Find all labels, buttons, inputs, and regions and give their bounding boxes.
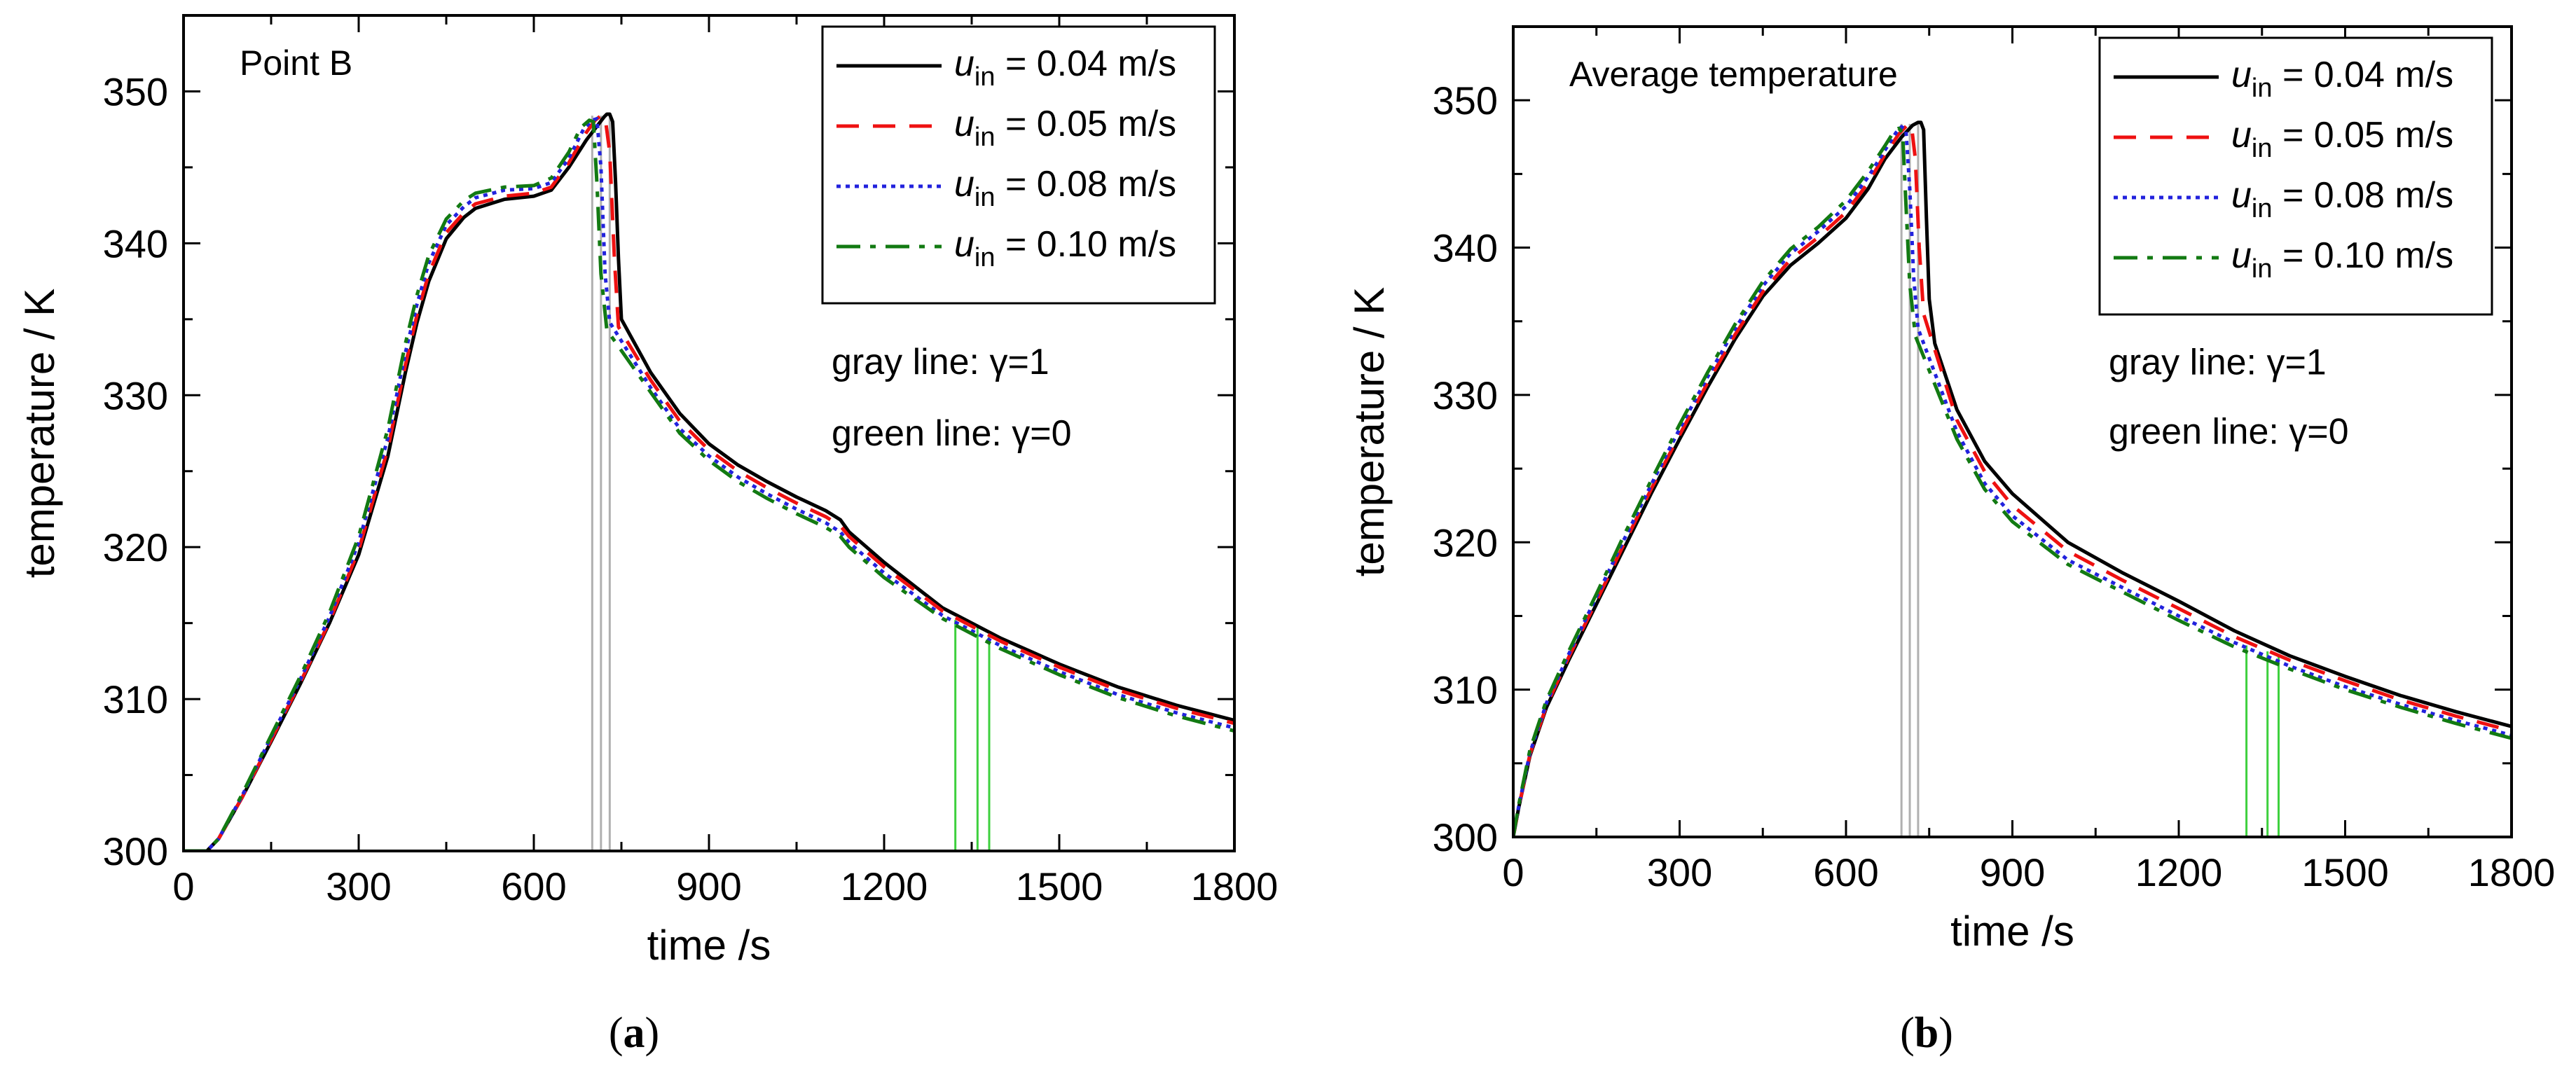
x-tick-label: 0 (172, 864, 194, 908)
plot-area (1513, 120, 2512, 837)
annotation-gray-line: gray line: γ=1 (2109, 342, 2327, 382)
y-tick-label: 340 (103, 221, 168, 265)
series-line-4 (184, 118, 1234, 851)
legend-entry-3: uin = 0.08 m/s (954, 164, 1176, 212)
legend-subscript: in (974, 243, 996, 272)
legend-var: u (2231, 115, 2252, 155)
legend-entry-1: uin = 0.04 m/s (2231, 55, 2453, 103)
y-tick-label: 300 (103, 829, 168, 873)
x-tick-label: 0 (1502, 850, 1524, 894)
y-tick-label: 350 (103, 69, 168, 113)
series-line-1 (1513, 120, 2512, 837)
legend-box (2098, 36, 2493, 316)
legend-subscript: in (974, 183, 996, 212)
series-line-2 (1513, 123, 2512, 837)
panel-caption: (a) (609, 1009, 659, 1057)
legend-text: = 0.10 m/s (2273, 235, 2454, 276)
legend-text: = 0.05 m/s (996, 104, 1177, 144)
chart-panel-b: 0 300 600 900 1200 1500 1800300310320330340350… (1346, 25, 2556, 1057)
legend-var: u (954, 224, 974, 265)
legend-var: u (954, 104, 974, 144)
x-tick-label: 1500 (1016, 864, 1103, 908)
annotation-green-line: green line: γ=0 (832, 413, 1072, 454)
y-tick-label: 330 (1433, 373, 1498, 417)
x-tick-label: 1200 (841, 864, 928, 908)
series-line-3 (1513, 125, 2512, 837)
x-tick-label: 600 (1813, 850, 1878, 894)
y-axis-label: temperature / K (16, 289, 63, 579)
legend-entry-4: uin = 0.10 m/s (954, 224, 1176, 272)
legend-subscript: in (2252, 74, 2273, 103)
x-tick-label: 900 (676, 864, 741, 908)
legend-text: = 0.05 m/s (2273, 115, 2454, 155)
legend-text: = 0.10 m/s (996, 224, 1177, 265)
panel-corner-label: Average temperature (1569, 55, 1898, 94)
y-axis-label: temperature / K (1346, 287, 1393, 577)
caption-letter: a (624, 1009, 645, 1057)
x-tick-label: 600 (501, 864, 566, 908)
y-tick-label: 350 (1433, 78, 1498, 123)
legend-subscript: in (2252, 134, 2273, 163)
series-line-3 (184, 117, 1234, 851)
legend-var: u (2231, 175, 2252, 216)
y-tick-label: 320 (1433, 520, 1498, 565)
legend-text: = 0.08 m/s (2273, 175, 2454, 216)
panel-caption: (b) (1900, 1009, 1953, 1057)
legend-var: u (954, 164, 974, 205)
legend-subscript: in (974, 123, 996, 152)
legend-var: u (2231, 55, 2252, 95)
legend-text: = 0.04 m/s (2273, 55, 2454, 95)
series-line-4 (1513, 126, 2512, 837)
legend-text: = 0.04 m/s (996, 43, 1177, 84)
legend-entry-2: uin = 0.05 m/s (2231, 115, 2453, 163)
x-tick-label: 1500 (2301, 850, 2389, 894)
legend-subscript: in (2252, 194, 2273, 223)
x-axis-label: time /s (647, 922, 771, 969)
x-tick-label: 1800 (1191, 864, 1279, 908)
y-tick-label: 310 (103, 677, 168, 721)
y-tick-label: 320 (103, 525, 168, 569)
legend-subscript: in (974, 62, 996, 92)
plot-area (184, 112, 1234, 851)
y-tick-label: 340 (1433, 226, 1498, 270)
legend-entry-4: uin = 0.10 m/s (2231, 235, 2453, 284)
legend-entry-3: uin = 0.08 m/s (2231, 175, 2453, 223)
legend-var: u (2231, 235, 2252, 276)
x-tick-label: 300 (326, 864, 391, 908)
caption-letter: b (1915, 1009, 1938, 1057)
x-tick-label: 900 (1980, 850, 2045, 894)
annotation-green-line: green line: γ=0 (2109, 411, 2349, 452)
plot-frame (1512, 25, 2513, 838)
plot-frame (182, 14, 1236, 852)
x-tick-label: 300 (1647, 850, 1712, 894)
legend-entry-2: uin = 0.05 m/s (954, 104, 1176, 152)
y-tick-label: 330 (103, 373, 168, 417)
chart-panel-a: 0 300 600 900 1200 1500 1800300310320330340350… (16, 14, 1279, 1057)
y-tick-label: 310 (1433, 668, 1498, 712)
legend-box (821, 25, 1216, 305)
x-tick-label: 1200 (2135, 850, 2223, 894)
legend-subscript: in (2252, 254, 2273, 284)
legend-entry-1: uin = 0.04 m/s (954, 43, 1176, 92)
y-tick-label: 300 (1433, 815, 1498, 859)
panel-corner-label: Point B (240, 43, 352, 83)
legend-var: u (954, 43, 974, 84)
annotation-gray-line: gray line: γ=1 (832, 342, 1049, 382)
x-axis-label: time /s (1950, 908, 2074, 955)
x-tick-label: 1800 (2468, 850, 2556, 894)
legend-text: = 0.08 m/s (996, 164, 1177, 205)
